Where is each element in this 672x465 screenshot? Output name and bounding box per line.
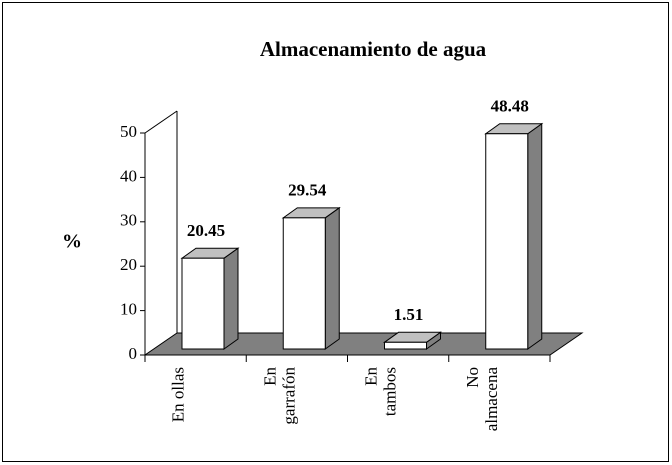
value-label: 29.54 [288, 181, 327, 200]
y-tick-label: 0 [129, 344, 138, 363]
x-tick-label: En ollas [169, 367, 188, 422]
y-tick-label: 10 [120, 300, 137, 319]
bar [180, 247, 240, 350]
back-wall-top [144, 110, 178, 134]
x-tick-label: tambos [381, 367, 400, 416]
bar-side [527, 122, 543, 350]
x-tick-label: garrafón [279, 367, 298, 425]
y-axis-label: % [62, 231, 82, 253]
y-tick-label: 40 [120, 166, 137, 185]
bar-front [384, 341, 427, 350]
floor [143, 332, 584, 356]
y-tick-label: 20 [120, 255, 137, 274]
value-label: 20.45 [187, 221, 225, 240]
value-label: 1.51 [394, 305, 424, 324]
x-tick-label: No [463, 367, 482, 388]
value-label: 48.48 [491, 97, 529, 116]
bar-front [282, 217, 326, 350]
bar [382, 331, 443, 350]
x-tick-label: almacena [482, 367, 501, 432]
y-tick-label: 30 [120, 211, 137, 230]
x-tick-label: En [260, 367, 279, 386]
y-tick-label: 50 [120, 122, 137, 141]
bar-front [181, 257, 225, 350]
bar-side [223, 247, 239, 350]
x-tick-label: En [362, 367, 381, 386]
bar [281, 206, 341, 350]
chart-title: Almacenamiento de agua [260, 37, 487, 61]
bar-side [324, 206, 340, 350]
bar-front [485, 133, 529, 350]
bar [484, 122, 544, 350]
